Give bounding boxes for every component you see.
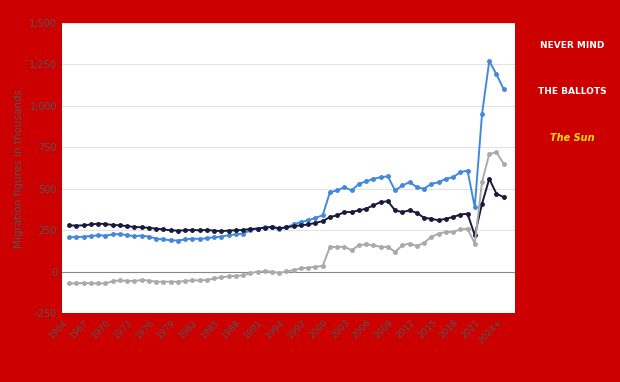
Net migration: [493, 150, 500, 155]
Emigration: [442, 216, 450, 221]
Net migration: [153, 279, 160, 284]
Net migration: [500, 162, 507, 166]
Net migration: [297, 266, 304, 271]
Emigration: [485, 176, 493, 181]
Immigration: [225, 233, 232, 238]
Line: Emigration: Emigration: [68, 177, 505, 237]
Net migration: [66, 281, 73, 286]
Net migration: [218, 275, 225, 280]
Immigration: [167, 238, 174, 243]
Emigration: [218, 229, 225, 233]
Immigration: [66, 235, 73, 239]
Emigration: [297, 223, 304, 228]
Immigration: [500, 87, 507, 92]
Line: Net migration: Net migration: [68, 151, 505, 285]
Emigration: [153, 227, 160, 231]
Text: NEVER MIND: NEVER MIND: [540, 41, 604, 50]
Emigration: [167, 228, 174, 233]
Emigration: [326, 215, 334, 219]
Line: Immigration: Immigration: [68, 59, 505, 242]
Immigration: [450, 175, 457, 180]
Text: The Sun: The Sun: [550, 133, 594, 142]
Immigration: [485, 59, 493, 63]
Y-axis label: Migration figures in thousands: Migration figures in thousands: [14, 89, 24, 248]
Emigration: [500, 195, 507, 199]
Net migration: [326, 244, 334, 249]
Emigration: [471, 233, 479, 238]
Immigration: [334, 188, 341, 193]
Immigration: [304, 218, 312, 223]
Immigration: [174, 238, 182, 243]
Net migration: [167, 279, 174, 284]
Text: THE BALLOTS: THE BALLOTS: [538, 87, 606, 96]
Net migration: [442, 230, 450, 234]
Immigration: [153, 236, 160, 241]
Emigration: [66, 223, 73, 228]
